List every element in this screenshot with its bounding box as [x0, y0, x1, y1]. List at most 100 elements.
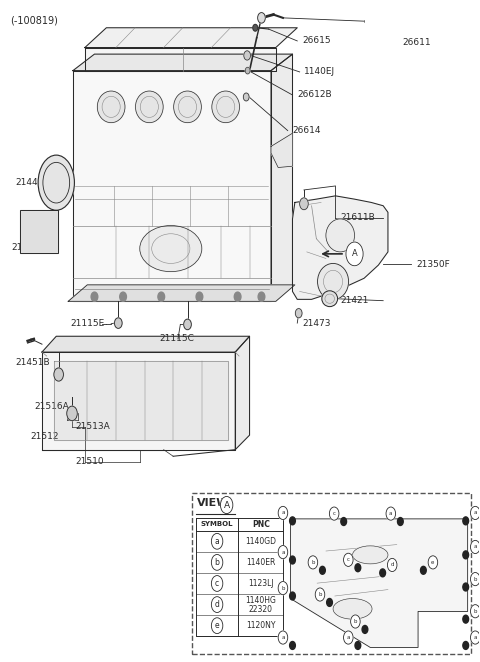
Text: b: b	[354, 619, 357, 624]
FancyBboxPatch shape	[192, 493, 471, 654]
Circle shape	[54, 368, 63, 381]
Circle shape	[258, 292, 265, 301]
Circle shape	[346, 242, 363, 265]
Circle shape	[350, 615, 360, 628]
Circle shape	[470, 604, 480, 618]
Circle shape	[344, 631, 353, 644]
Circle shape	[211, 575, 223, 591]
Ellipse shape	[352, 546, 388, 564]
Circle shape	[211, 555, 223, 570]
Text: 1140GD: 1140GD	[245, 537, 276, 545]
Text: 21473: 21473	[302, 318, 331, 328]
Text: e: e	[431, 560, 434, 565]
Circle shape	[289, 517, 295, 525]
Circle shape	[211, 534, 223, 549]
Circle shape	[91, 292, 98, 301]
Circle shape	[470, 573, 480, 586]
Circle shape	[428, 556, 438, 569]
Ellipse shape	[140, 226, 202, 271]
Circle shape	[362, 626, 368, 634]
Polygon shape	[271, 133, 292, 167]
Text: 26614: 26614	[292, 126, 321, 135]
Circle shape	[295, 308, 302, 318]
Circle shape	[184, 319, 192, 330]
Circle shape	[253, 24, 258, 31]
Polygon shape	[85, 48, 276, 71]
Circle shape	[420, 567, 426, 574]
Circle shape	[397, 518, 403, 526]
Text: a: a	[215, 537, 219, 545]
Circle shape	[244, 51, 251, 60]
Circle shape	[289, 592, 295, 600]
Ellipse shape	[174, 91, 201, 122]
Text: 1140EJ: 1140EJ	[304, 68, 336, 76]
Text: c: c	[215, 579, 219, 588]
Ellipse shape	[326, 219, 355, 252]
Circle shape	[387, 558, 397, 571]
Circle shape	[470, 506, 480, 520]
Text: c: c	[347, 557, 350, 562]
Circle shape	[220, 496, 233, 514]
Text: a: a	[281, 510, 285, 516]
Ellipse shape	[97, 91, 125, 122]
Text: PNC: PNC	[252, 520, 270, 529]
Polygon shape	[292, 196, 388, 299]
Text: 21516A: 21516A	[35, 402, 70, 411]
Polygon shape	[68, 285, 295, 301]
Circle shape	[278, 631, 288, 644]
Circle shape	[380, 569, 385, 577]
Text: a: a	[389, 511, 393, 516]
Text: a: a	[281, 635, 285, 640]
Text: d: d	[390, 563, 394, 567]
Text: 1140ER: 1140ER	[246, 558, 276, 567]
Circle shape	[463, 641, 468, 649]
Polygon shape	[42, 336, 250, 352]
Ellipse shape	[135, 91, 163, 122]
Text: 21115E: 21115E	[71, 319, 105, 328]
Circle shape	[158, 292, 165, 301]
Text: 21512: 21512	[30, 432, 59, 441]
Circle shape	[463, 583, 468, 591]
Ellipse shape	[318, 263, 348, 300]
Polygon shape	[85, 28, 297, 48]
Text: (-100819): (-100819)	[10, 16, 58, 26]
Circle shape	[243, 93, 249, 101]
Circle shape	[344, 553, 353, 567]
Circle shape	[315, 588, 325, 601]
Text: 21451B: 21451B	[16, 358, 50, 367]
Circle shape	[470, 540, 480, 553]
Circle shape	[463, 551, 468, 559]
Text: 26612B: 26612B	[297, 91, 332, 99]
Circle shape	[245, 68, 250, 74]
Text: 22320: 22320	[249, 605, 273, 614]
Text: 21115C: 21115C	[159, 334, 194, 344]
Text: A: A	[224, 500, 230, 510]
Text: 1140HG: 1140HG	[245, 596, 276, 605]
Text: 26611: 26611	[402, 38, 431, 47]
Circle shape	[278, 545, 288, 559]
Text: 1120NY: 1120NY	[246, 621, 276, 630]
Text: b: b	[318, 592, 322, 597]
Text: 21513A: 21513A	[75, 422, 110, 431]
Polygon shape	[42, 352, 235, 449]
Polygon shape	[73, 54, 292, 71]
Text: 21421: 21421	[340, 296, 369, 305]
Circle shape	[289, 556, 295, 564]
Circle shape	[196, 292, 203, 301]
Text: 21414: 21414	[11, 243, 39, 252]
Text: 1123LJ: 1123LJ	[248, 579, 274, 588]
Text: e: e	[215, 621, 219, 630]
Bar	[21, 211, 58, 253]
Ellipse shape	[322, 291, 337, 307]
Circle shape	[320, 567, 325, 574]
Text: b: b	[474, 609, 477, 614]
Text: b: b	[215, 558, 219, 567]
Text: 26615: 26615	[302, 36, 331, 46]
Ellipse shape	[212, 91, 240, 122]
Text: c: c	[333, 511, 336, 516]
Text: a: a	[281, 549, 285, 555]
Circle shape	[308, 556, 318, 569]
Circle shape	[278, 581, 288, 594]
Circle shape	[341, 518, 347, 526]
Circle shape	[289, 641, 295, 649]
